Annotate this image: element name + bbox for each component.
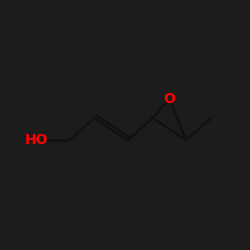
Text: HO: HO bbox=[24, 133, 48, 147]
Text: O: O bbox=[164, 92, 175, 106]
